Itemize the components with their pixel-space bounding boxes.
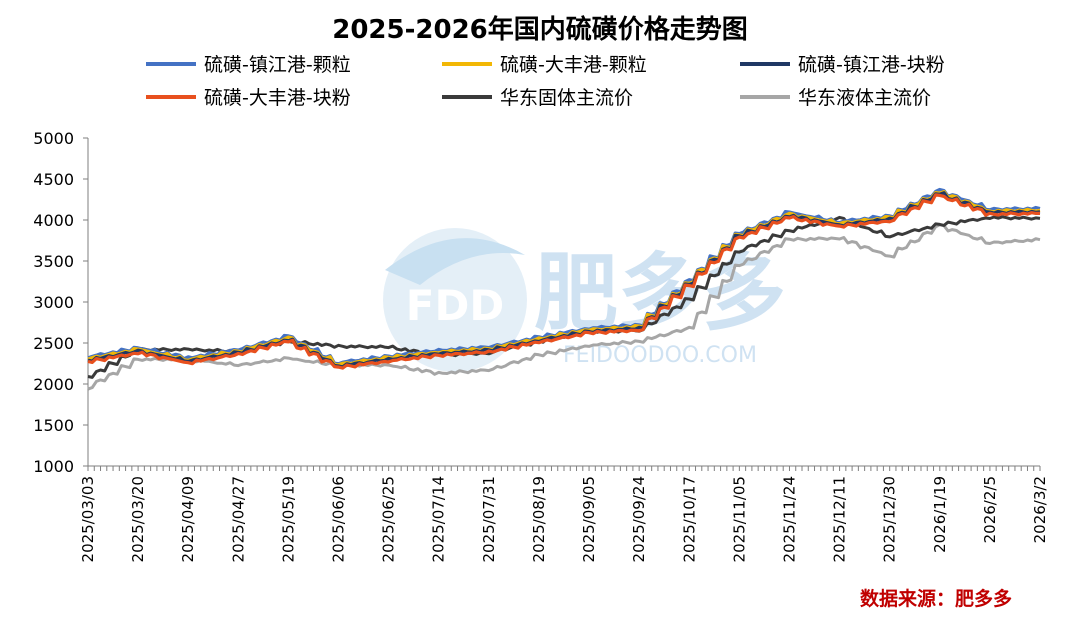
x-tick-label: 2025/11/05 <box>730 476 748 562</box>
chart-title: 2025-2026年国内硫磺价格走势图 <box>332 14 748 45</box>
x-tick-label: 2025/10/17 <box>680 476 698 562</box>
legend-label: 硫磺-镇江港-颗粒 <box>204 54 351 76</box>
x-tick-label: 2025/07/14 <box>430 476 448 562</box>
x-tick-label: 2025/09/05 <box>580 476 598 562</box>
series-line-5 <box>87 223 1041 391</box>
y-tick-label: 4000 <box>33 211 74 230</box>
legend-label: 华东固体主流价 <box>500 87 633 109</box>
legend-label: 华东液体主流价 <box>798 87 931 109</box>
x-tick-label: 2025/06/06 <box>330 476 348 562</box>
x-tick-label: 2025/12/11 <box>831 476 849 562</box>
series-line-3 <box>87 193 1040 370</box>
x-tick-label: 2026/3/2 <box>1031 476 1049 543</box>
legend-label: 硫磺-大丰港-颗粒 <box>500 54 647 76</box>
x-tick-label: 2025/03/20 <box>129 476 147 562</box>
x-tick-label: 2025/05/19 <box>279 476 297 562</box>
y-tick-label: 4500 <box>33 170 74 189</box>
x-tick-label: 2025/04/27 <box>229 476 247 562</box>
watermark-logo-text: FDD <box>406 281 504 330</box>
y-tick-label: 2000 <box>33 375 74 394</box>
x-tick-label: 2025/12/30 <box>881 476 899 562</box>
legend-label: 硫磺-大丰港-块粉 <box>204 87 351 109</box>
x-tick-label: 2025/08/19 <box>530 476 548 562</box>
y-tick-label: 1500 <box>33 416 74 435</box>
y-tick-label: 2500 <box>33 334 74 353</box>
watermark-url: FEIDOODOO.COM <box>563 343 757 368</box>
y-tick-label: 3000 <box>33 293 74 312</box>
axes: 1000 1500 2000 2500 3000 3500 4000 4500 5000 2025… <box>33 129 1049 562</box>
x-tick-label: 2026/2/5 <box>981 476 999 543</box>
x-tick-label: 2025/11/24 <box>780 476 798 562</box>
legend-label: 硫磺-镇江港-块粉 <box>798 54 945 76</box>
source-text: 数据来源：肥多多 <box>860 587 1012 610</box>
y-tick-label: 3500 <box>33 252 74 271</box>
watermark-text: 肥多多 <box>534 244 786 342</box>
y-tick-label: 5000 <box>33 129 74 148</box>
x-tick-label: 2025/03/03 <box>79 476 97 562</box>
x-tick-label: 2025/04/09 <box>179 476 197 562</box>
x-tick-label: 2026/1/19 <box>931 476 949 553</box>
watermark: FDD 肥多多 FEIDOODOO.COM <box>383 228 786 372</box>
x-tick-label: 2025/06/25 <box>380 476 398 562</box>
y-tick-label: 1000 <box>33 457 74 476</box>
x-tick-label: 2025/09/24 <box>630 476 648 562</box>
series-group <box>87 187 1041 391</box>
x-tick-label: 2025/07/31 <box>480 476 498 562</box>
watermark-logo-wave <box>385 238 525 285</box>
